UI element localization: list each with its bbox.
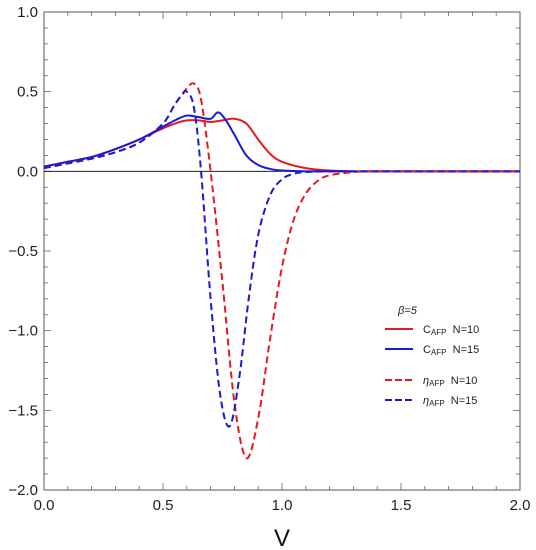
legend-label: CAFP N=15 xyxy=(423,344,479,357)
legend-label: CAFP N=10 xyxy=(423,324,479,337)
y-tick-label: −0.5 xyxy=(8,243,38,260)
x-tick-label: 2.0 xyxy=(510,497,531,514)
y-tick-label: 1.0 xyxy=(17,4,38,21)
y-tick-label: −2.0 xyxy=(8,482,38,499)
legend-label: ηAFP N=15 xyxy=(423,395,477,408)
y-tick-label: 0.5 xyxy=(17,84,38,101)
y-tick-label: −1.5 xyxy=(8,402,38,419)
y-tick-label: −1.0 xyxy=(8,323,38,340)
legend: β=5 CAFP N=10 CAFP N=15 ηAFP N=10 ηAFP N=15 xyxy=(385,305,479,408)
series-line-4 xyxy=(43,89,520,428)
plot-area-border xyxy=(43,11,521,491)
plot-frame xyxy=(43,11,521,491)
tick-labels: 0.0 0.5 1.0 1.5 2.0 1.0 0.5 0.0 −0.5 −1.0 −1.5 −2.0 xyxy=(8,4,530,514)
x-tick-label: 0.5 xyxy=(153,497,174,514)
series-group xyxy=(43,82,520,460)
axis-ticks xyxy=(43,11,521,491)
legend-header: β=5 xyxy=(397,305,418,317)
x-tick-label: 0.0 xyxy=(34,497,55,514)
x-tick-label: 1.5 xyxy=(391,497,412,514)
x-tick-label: 1.0 xyxy=(272,497,293,514)
x-axis-title: V xyxy=(274,525,290,550)
legend-label: ηAFP N=10 xyxy=(423,375,477,388)
y-tick-label: 0.0 xyxy=(17,163,38,180)
series-line-1 xyxy=(43,117,520,173)
